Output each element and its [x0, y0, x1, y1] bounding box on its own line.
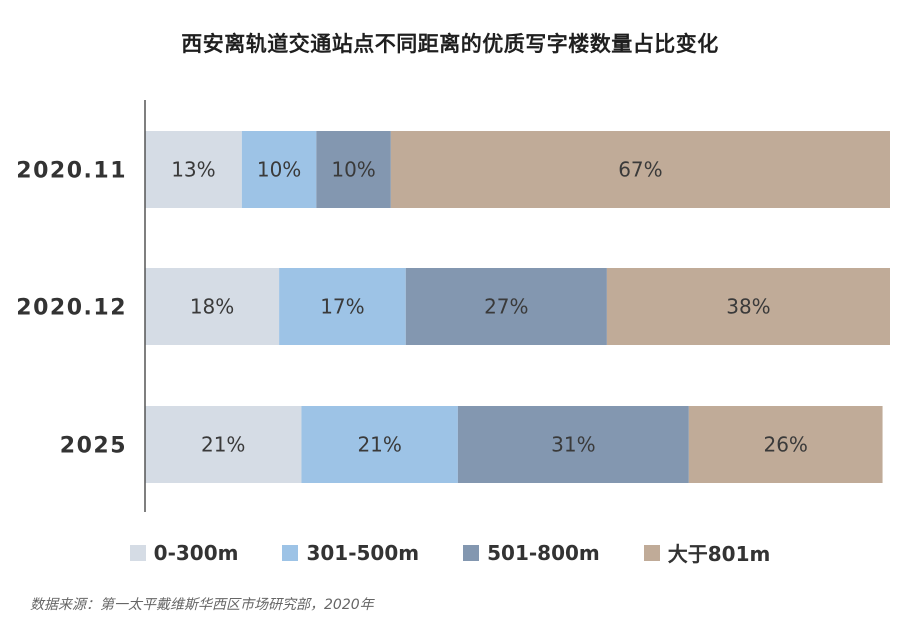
legend-item-4: 大于801m: [643, 538, 771, 567]
data-label-3-1: 21%: [201, 433, 245, 457]
legend-label-3: 501-800m: [487, 540, 600, 565]
legend-label-4: 大于801m: [667, 542, 771, 566]
data-label-1-3: 10%: [331, 158, 375, 182]
data-label-1-1: 13%: [171, 158, 215, 182]
bar-segment-2-3: [405, 268, 607, 345]
bar-segment-3-1: [145, 406, 302, 483]
category-label-2: 2020.12: [16, 296, 127, 321]
data-label-3-4: 26%: [763, 433, 807, 457]
data-label-1-4: 67%: [618, 158, 662, 182]
legend-item-3: 501-800m: [463, 541, 600, 565]
bar-segment-1-1: [145, 131, 242, 208]
data-label-2-4: 38%: [726, 295, 770, 319]
data-label-3-3: 31%: [551, 433, 595, 457]
legend-label-2: 301-500m: [306, 540, 420, 565]
category-label-3: 2025: [60, 434, 127, 459]
legend-label-1: 0-300m: [153, 540, 239, 565]
data-label-2-2: 17%: [320, 295, 364, 319]
bar-segment-1-2: [241, 131, 317, 208]
chart-title: 西安离轨道交通站点不同距离的优质写字楼数量占比变化: [181, 32, 719, 56]
legend-item-1: 0-300m: [129, 540, 239, 565]
category-label-1: 2020.11: [16, 159, 127, 184]
legend-swatch-2: [282, 544, 299, 561]
legend-swatch-3: [463, 544, 480, 561]
legend-swatch-4: [643, 544, 660, 561]
bar-segment-1-4: [390, 131, 890, 208]
legend-item-2: 301-500m: [282, 541, 419, 565]
data-label-2-1: 18%: [190, 295, 234, 319]
bar-segment-2-4: [606, 268, 890, 345]
bar-segment-2-1: [145, 268, 280, 345]
data-label-3-2: 21%: [357, 433, 401, 457]
bar-segment-3-2: [301, 406, 458, 483]
data-label-1-2: 10%: [257, 158, 301, 182]
source-note: 数据来源：第一太平戴维斯华西区市场研究部，2020年: [30, 597, 374, 613]
legend-swatch-1: [129, 544, 146, 561]
bar-segment-3-3: [457, 406, 689, 483]
bar-segment-1-3: [316, 131, 391, 208]
data-label-2-3: 27%: [484, 295, 528, 319]
bar-segment-2-2: [279, 268, 406, 345]
chart-legend: 0-300m 301-500m 501-800m 大于801m: [0, 538, 900, 567]
bar-segment-3-4: [688, 406, 883, 483]
